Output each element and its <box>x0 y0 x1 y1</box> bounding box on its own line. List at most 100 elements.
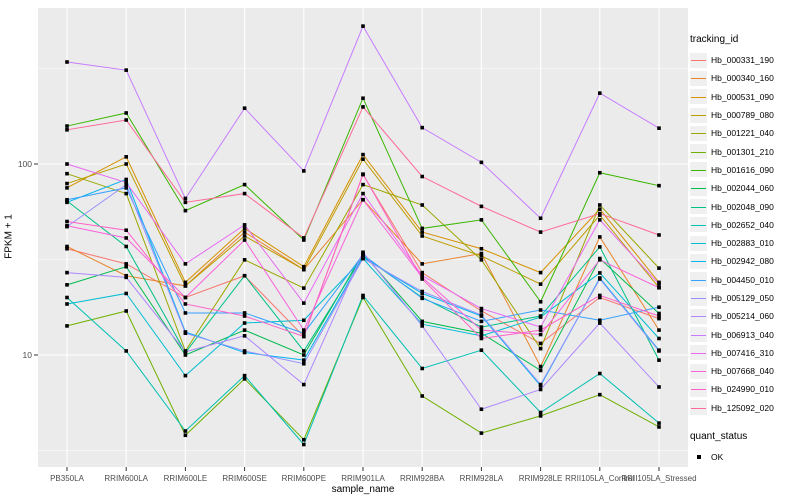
data-point <box>657 349 661 353</box>
data-point <box>361 157 365 161</box>
legend-key-swatch <box>690 381 707 397</box>
data-point <box>361 105 365 109</box>
legend-item-Hb_000789_080: Hb_000789_080 <box>690 106 800 124</box>
data-point <box>361 172 365 176</box>
data-point <box>538 414 543 418</box>
data-point <box>657 385 661 389</box>
data-point <box>65 219 69 224</box>
data-point <box>420 125 424 130</box>
legend-item-Hb_001221_040: Hb_001221_040 <box>690 124 800 142</box>
legend: tracking_id Hb_000331_190 Hb_000340_160 Hb… <box>690 34 800 466</box>
data-point <box>657 285 661 290</box>
data-point <box>242 273 247 278</box>
data-point <box>479 258 484 262</box>
legend-key-swatch <box>690 199 707 215</box>
data-point <box>538 346 543 351</box>
data-point <box>361 191 365 196</box>
square-point-icon <box>696 455 701 460</box>
legend-item-label: Hb_007416_310 <box>711 347 774 358</box>
data-point <box>538 216 543 221</box>
data-point <box>242 377 247 381</box>
data-point <box>598 321 602 325</box>
data-point <box>302 301 306 305</box>
legend-item-label: Hb_002652_040 <box>711 219 774 230</box>
legend-item-label: Hb_006913_040 <box>711 329 774 340</box>
legend-item-Hb_002883_010: Hb_002883_010 <box>690 234 800 252</box>
x-tick-label: RRIM600LE <box>164 474 208 483</box>
data-point <box>183 208 188 213</box>
data-point <box>479 251 484 256</box>
data-point <box>183 262 188 266</box>
data-point <box>479 160 484 165</box>
data-point <box>420 270 424 275</box>
data-point <box>538 282 543 286</box>
data-point <box>183 196 188 201</box>
data-point <box>124 264 128 269</box>
legend-item-label: Hb_005129_050 <box>711 293 774 303</box>
data-point <box>538 270 543 275</box>
data-point <box>242 373 247 378</box>
data-point <box>598 211 602 216</box>
data-point <box>65 60 69 64</box>
legend-key-swatch <box>690 450 707 465</box>
legend-line-icon <box>691 371 706 373</box>
data-point <box>302 442 306 447</box>
x-tick-label: RRIM600SE <box>222 474 266 483</box>
data-point <box>420 174 424 179</box>
data-point <box>538 230 543 234</box>
legend-item-label: Hb_002048_090 <box>711 201 774 212</box>
data-point <box>420 262 424 266</box>
data-point <box>598 271 602 275</box>
legend-item-label: Hb_000789_080 <box>711 110 774 121</box>
legend-item-Hb_004450_010: Hb_004450_010 <box>690 271 800 289</box>
data-point <box>124 177 128 182</box>
data-point <box>420 230 424 234</box>
data-point <box>479 336 484 341</box>
legend-title-tracking-id: tracking_id <box>690 34 739 45</box>
data-point <box>361 152 365 157</box>
legend-item-label: Hb_024990_010 <box>711 384 774 395</box>
data-point <box>124 244 128 249</box>
data-point <box>361 256 365 261</box>
legend-line-icon <box>691 133 706 135</box>
data-point <box>183 331 188 336</box>
legend-key-swatch <box>690 89 707 105</box>
legend-item-Hb_000331_190: Hb_000331_190 <box>690 51 800 69</box>
legend-item-label: Hb_125092_020 <box>711 402 774 413</box>
data-point <box>361 182 365 187</box>
data-point <box>657 316 661 321</box>
data-point <box>598 245 602 249</box>
legend-title-quant-status: quant_status <box>690 430 748 442</box>
legend-line-icon <box>691 243 706 245</box>
data-point <box>183 302 188 306</box>
data-point <box>242 182 247 187</box>
legend-key-swatch <box>690 235 707 251</box>
data-point <box>242 314 247 318</box>
legend-line-icon <box>691 206 706 208</box>
data-point <box>65 270 69 275</box>
data-point <box>420 296 424 301</box>
data-point <box>538 299 543 304</box>
data-point <box>479 348 484 352</box>
data-point <box>479 319 484 324</box>
data-point <box>124 349 128 353</box>
data-point <box>479 331 484 336</box>
data-point <box>657 266 661 270</box>
data-point <box>598 235 602 239</box>
legend-line-icon <box>691 151 706 153</box>
legend-line-icon <box>691 188 706 190</box>
legend-key-swatch <box>690 70 707 86</box>
legend-items: Hb_000331_190 Hb_000340_160 Hb_000531_090 H… <box>690 51 800 417</box>
data-point <box>598 207 602 211</box>
legend-key-swatch <box>690 217 707 233</box>
data-point <box>302 331 306 336</box>
data-point <box>479 204 484 209</box>
legend-key-swatch <box>690 253 707 269</box>
data-point <box>124 68 128 72</box>
data-point <box>420 394 424 398</box>
data-point <box>420 319 424 324</box>
data-point <box>242 106 247 110</box>
legend-key-swatch <box>690 144 707 160</box>
data-point <box>361 24 365 28</box>
data-point <box>361 293 365 298</box>
